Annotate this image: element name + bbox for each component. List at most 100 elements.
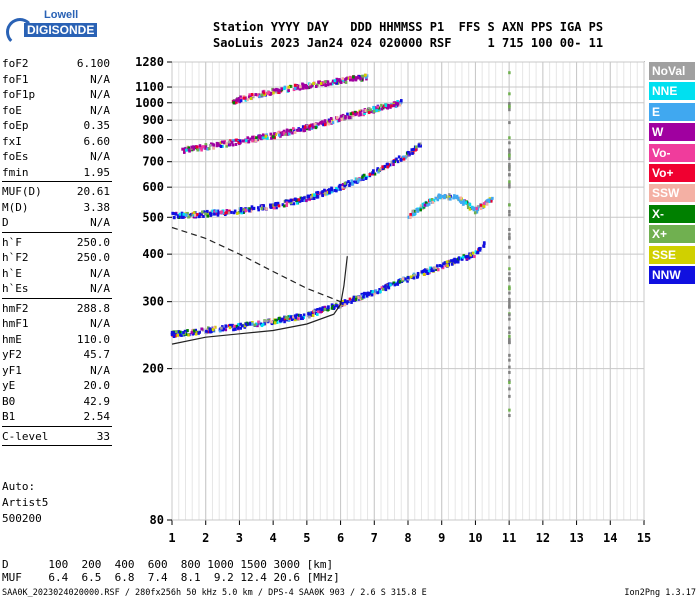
trace-point	[214, 209, 218, 213]
auto-code: 500200	[2, 512, 42, 525]
trace-point	[290, 318, 294, 322]
trace-point	[357, 112, 361, 116]
trace-point	[365, 292, 368, 296]
trace-point	[328, 191, 331, 195]
trace-point	[397, 155, 401, 159]
trace-point	[234, 142, 238, 146]
trace-point	[267, 92, 271, 96]
trace-point	[289, 201, 293, 205]
param-name: C-level	[2, 429, 49, 443]
x-tick-label: 10	[468, 531, 482, 545]
param-row: yF2 45.7	[2, 347, 114, 363]
trace-point	[200, 148, 203, 152]
trace-point	[184, 214, 188, 218]
trace-point	[295, 313, 299, 317]
trace-point	[464, 201, 468, 205]
trace-point	[388, 163, 392, 167]
trace-point	[239, 326, 242, 330]
trace-point	[351, 182, 354, 186]
trace-point	[316, 310, 320, 314]
trace-point	[341, 77, 345, 81]
footer-version: Ion2Png 1.3.17	[624, 588, 696, 598]
trace-point	[333, 79, 337, 83]
trace-point	[387, 282, 391, 286]
trace-point	[361, 76, 364, 80]
trace-point	[322, 123, 325, 127]
trace-point	[270, 320, 273, 324]
trace-point	[334, 304, 338, 308]
trace-point	[354, 112, 358, 116]
trace-point	[273, 206, 276, 210]
header-line1: Station YYYY DAY DDD HHMMSS P1 FFS S AXN…	[213, 20, 604, 34]
trace-point	[425, 201, 428, 205]
trace-point	[237, 322, 240, 326]
trace-point	[251, 135, 254, 139]
trace-point	[477, 247, 481, 251]
trace-point	[508, 227, 511, 231]
trace-point	[323, 123, 327, 127]
trace-point	[227, 211, 231, 215]
param-row: foF1p N/A	[2, 87, 114, 103]
trace-point	[508, 152, 511, 156]
trace-point	[508, 148, 511, 152]
trace-point	[337, 185, 341, 189]
trace-point	[462, 199, 466, 203]
trace-point	[384, 288, 388, 292]
trace-point	[386, 162, 389, 166]
trace-point	[255, 136, 258, 140]
trace-point	[348, 183, 351, 187]
trace-point	[390, 104, 393, 108]
parameter-panel: foF2 6.100 foF1 N/A foF1p N/A foE N/A foEp 0.35 fx…	[2, 56, 114, 448]
station-header: Station YYYY DAY DDD HHMMSS P1 FFS S AXN…	[213, 19, 603, 51]
trace-point	[329, 82, 333, 86]
trace-point	[341, 78, 345, 82]
trace-point	[508, 317, 511, 321]
trace-point	[508, 313, 511, 317]
x-tick-label: 6	[337, 531, 344, 545]
param-row: foE N/A	[2, 103, 114, 119]
trace-point	[262, 91, 266, 95]
trace-point	[385, 106, 389, 110]
trace-point	[277, 316, 281, 320]
x-tick-label: 15	[637, 531, 651, 545]
trace-point	[330, 188, 333, 192]
trace-point	[406, 279, 409, 283]
trace-point	[241, 324, 244, 328]
trace-point	[272, 135, 275, 139]
trace-point	[339, 114, 343, 118]
trace-point	[321, 194, 325, 198]
trace-point	[220, 210, 223, 214]
trace-point	[344, 114, 347, 118]
trace-point	[386, 285, 390, 289]
trace-point	[221, 209, 225, 213]
trace-point	[348, 297, 352, 301]
trace-point	[362, 176, 366, 180]
trace-point	[508, 136, 511, 140]
y-tick-label: 900	[142, 113, 164, 127]
trace-point	[475, 207, 478, 211]
trace-point	[423, 203, 427, 207]
trace-point	[299, 128, 303, 132]
trace-point	[230, 140, 234, 144]
trace-point	[282, 204, 286, 208]
trace-point	[196, 213, 199, 217]
trace-point	[410, 213, 414, 217]
trace-point	[337, 80, 341, 84]
trace-point	[359, 113, 362, 117]
trace-point	[415, 208, 419, 212]
trace-point	[346, 112, 349, 116]
trace-point	[292, 202, 296, 206]
param-value: N/A	[90, 282, 110, 295]
param-value: N/A	[90, 317, 110, 330]
trace-point	[251, 139, 254, 143]
trace-point	[175, 330, 178, 334]
trace-point	[171, 211, 174, 215]
trace-point	[207, 147, 211, 151]
trace-point	[344, 116, 347, 120]
trace-point	[476, 205, 480, 209]
trace-point	[398, 280, 402, 284]
trace-point	[298, 199, 302, 203]
trace-point	[293, 198, 297, 202]
legend-item: NNW	[649, 265, 695, 284]
trace-point	[275, 88, 278, 92]
